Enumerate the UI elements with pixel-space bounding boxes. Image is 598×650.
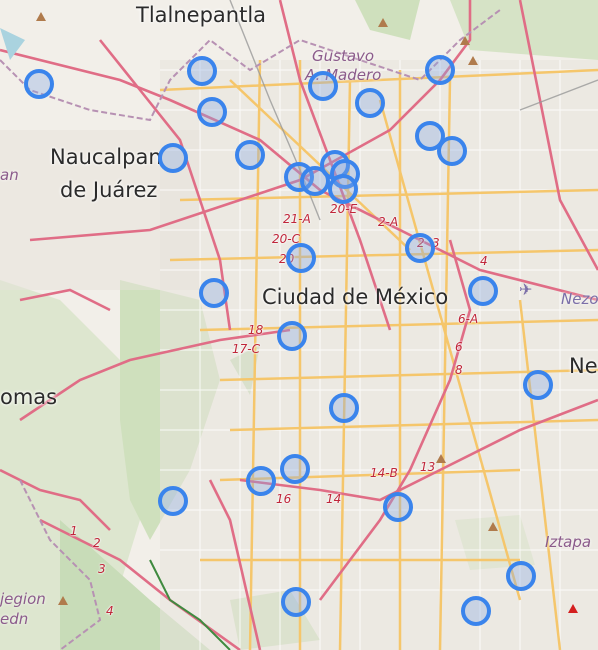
green-area: [60, 520, 210, 650]
airport-icon: ✈: [519, 280, 533, 299]
location-marker[interactable]: [158, 486, 188, 516]
volcano-icon: [568, 604, 578, 613]
label-gustavo: Gustavo: [312, 47, 375, 65]
location-marker[interactable]: [425, 55, 455, 85]
location-marker[interactable]: [197, 97, 227, 127]
route-label: 4: [480, 254, 488, 268]
park-boundary: [149, 559, 231, 650]
urban-area: [160, 60, 598, 650]
route-label: 17-C: [232, 342, 260, 356]
location-marker[interactable]: [280, 454, 310, 484]
location-marker[interactable]: [187, 56, 217, 86]
peak-icon: [36, 12, 46, 21]
route-label: 3: [98, 562, 106, 576]
label-lomas: omas: [0, 385, 58, 409]
location-marker[interactable]: [329, 393, 359, 423]
peak-icon: [468, 56, 478, 65]
route-label: 1: [70, 524, 78, 538]
label-tlalnepantla: Tlalnepantla: [136, 3, 267, 27]
location-marker[interactable]: [158, 143, 188, 173]
label-naucalpan: Naucalpan: [50, 145, 162, 169]
peak-icon: [488, 522, 498, 531]
route-label: 18: [248, 323, 264, 337]
route-label: 8: [455, 363, 463, 377]
location-marker[interactable]: [199, 278, 229, 308]
water-body: [0, 28, 25, 60]
label-an: an: [0, 166, 19, 184]
route-label: 20-E: [330, 202, 358, 216]
label-iztapa: Iztapa: [545, 533, 592, 551]
peak-icon: [436, 454, 446, 463]
location-marker[interactable]: [246, 466, 276, 496]
green-area: [450, 0, 598, 60]
label-de-juarez: de Juárez: [60, 178, 158, 202]
route-label: 2: [93, 536, 101, 550]
location-marker[interactable]: [281, 587, 311, 617]
peak-icon: [460, 36, 470, 45]
location-marker[interactable]: [523, 370, 553, 400]
location-marker[interactable]: [286, 243, 316, 273]
route-label: 13: [420, 460, 436, 474]
route-label: 21-A: [283, 212, 311, 226]
route-label: 14: [326, 492, 342, 506]
peak-icon: [58, 596, 68, 605]
label-jegion: jegion: [0, 590, 46, 608]
route-label: 4: [106, 604, 114, 618]
location-marker[interactable]: [235, 140, 265, 170]
label-ne: Ne: [569, 354, 598, 378]
location-marker[interactable]: [506, 561, 536, 591]
location-marker[interactable]: [405, 233, 435, 263]
label-ciudad-de-mexico: Ciudad de México: [262, 285, 449, 309]
location-marker[interactable]: [437, 136, 467, 166]
route-label: 20-C: [272, 232, 300, 246]
peak-icon: [378, 18, 388, 27]
location-marker[interactable]: [355, 88, 385, 118]
location-marker[interactable]: [383, 492, 413, 522]
label-edn: edn: [0, 610, 29, 628]
location-marker[interactable]: [24, 69, 54, 99]
label-nezo: Nezo: [561, 290, 598, 308]
route-label: 3: [432, 236, 440, 250]
location-marker[interactable]: [461, 596, 491, 626]
location-marker[interactable]: [328, 174, 358, 204]
route-label: 6-A: [458, 312, 479, 326]
route-label: 16: [276, 492, 292, 506]
route-label: 2-A: [378, 215, 399, 229]
location-marker[interactable]: [277, 321, 307, 351]
admin-boundary: [0, 9, 501, 650]
location-marker[interactable]: [468, 276, 498, 306]
location-marker[interactable]: [308, 71, 338, 101]
route-label: 14-B: [370, 466, 398, 480]
route-label: 6: [455, 340, 463, 354]
